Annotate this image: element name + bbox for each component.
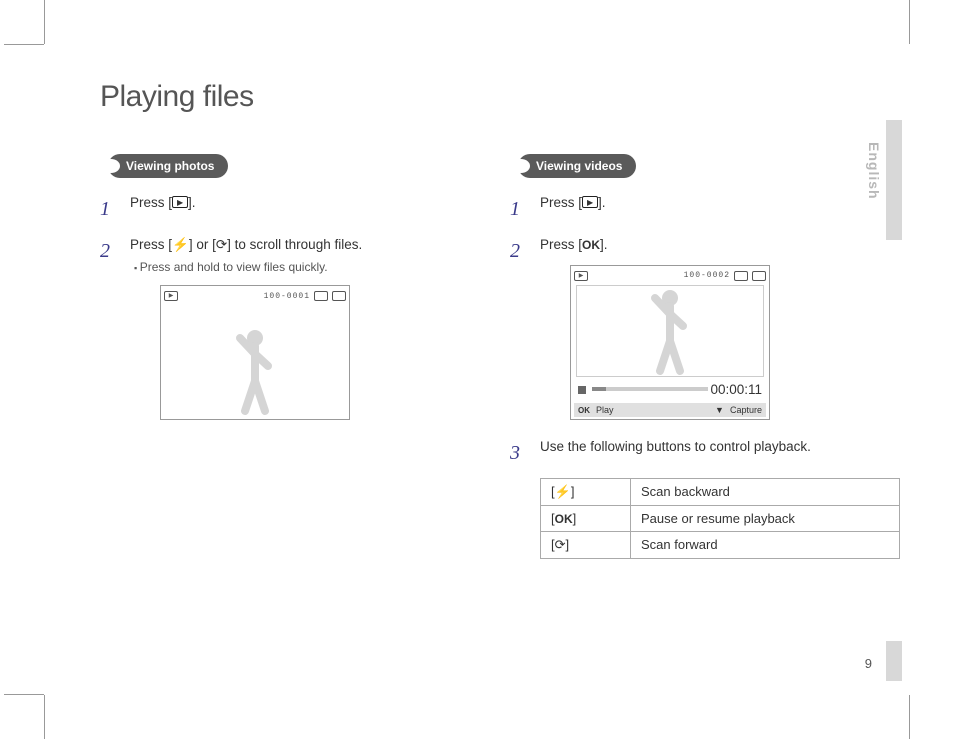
capture-label: Capture: [730, 403, 762, 418]
video-canvas: [576, 285, 764, 377]
table-row: [OK] Pause or resume playback: [541, 505, 900, 531]
step-text: Use the following buttons to control pla…: [540, 436, 811, 470]
table-cell-val: Pause or resume playback: [631, 505, 900, 531]
play-icon: ▶: [582, 196, 598, 208]
flash-icon: ⚡: [172, 237, 189, 252]
photos-step-2: 2 Press [⚡] or [⟳] to scroll through fil…: [100, 234, 480, 420]
file-counter: 100-0001: [264, 290, 310, 304]
step-number: 3: [510, 436, 528, 470]
mode-icon: ▶: [574, 271, 588, 281]
step-text: Press [▶].: [130, 192, 196, 226]
crop-mark: [44, 695, 45, 739]
down-icon: ▼: [715, 403, 724, 418]
crop-mark: [44, 0, 45, 44]
step-text: Press [▶].: [540, 192, 606, 226]
step-text: Press [⚡] or [⟳] to scroll through files…: [130, 234, 362, 420]
table-row: [⚡] Scan backward: [541, 478, 900, 505]
table-row: [⟳] Scan forward: [541, 531, 900, 558]
step-subtext: Press and hold to view files quickly.: [134, 257, 362, 277]
page-number: 9: [865, 656, 872, 671]
page-content: Playing files Viewing photos 1 Press [▶]…: [100, 80, 900, 559]
page-title: Playing files: [100, 80, 900, 114]
section-chip-videos: Viewing videos: [518, 154, 636, 178]
step-number: 1: [100, 192, 118, 226]
person-silhouette-icon: [645, 286, 695, 376]
videos-section: Viewing videos 1 Press [▶]. 2 Press [OK]…: [510, 154, 900, 559]
side-tab-lower: [886, 641, 902, 681]
ok-icon: OK: [582, 238, 600, 252]
timer-icon: ⟳: [555, 537, 566, 552]
table-cell-key: [OK]: [541, 505, 631, 531]
battery-icon: [752, 271, 766, 281]
step-text: Press [OK]. ▶ 100-0002: [540, 234, 770, 420]
file-counter: 100-0002: [684, 269, 730, 283]
time-display: 00:00:11: [710, 379, 762, 402]
crop-mark: [4, 44, 44, 45]
photos-step-1: 1 Press [▶].: [100, 192, 480, 226]
ok-icon: OK: [555, 512, 573, 526]
screen-topbar: ▶ 100-0002: [574, 269, 766, 283]
progress-row: 00:00:11: [574, 379, 766, 404]
photo-canvas: [164, 303, 346, 416]
table-cell-val: Scan backward: [631, 478, 900, 505]
videos-step-1: 1 Press [▶].: [510, 192, 900, 226]
screen-bottombar: OK Play ▼ Capture: [574, 403, 766, 417]
video-screen: ▶ 100-0002: [570, 265, 770, 420]
step-number: 2: [510, 234, 528, 420]
videos-step-2: 2 Press [OK]. ▶ 100-0002: [510, 234, 900, 420]
crop-mark: [909, 695, 910, 739]
battery-icon: [332, 291, 346, 301]
timer-icon: ⟳: [216, 237, 227, 252]
videos-step-3: 3 Use the following buttons to control p…: [510, 436, 900, 470]
photos-section: Viewing photos 1 Press [▶]. 2 Press [⚡] …: [100, 154, 480, 559]
photo-screen: ▶ 100-0001: [160, 285, 350, 420]
card-icon: [734, 271, 748, 281]
card-icon: [314, 291, 328, 301]
crop-mark: [909, 0, 910, 44]
controls-table: [⚡] Scan backward [OK] Pause or resume p…: [540, 478, 900, 559]
table-cell-val: Scan forward: [631, 531, 900, 558]
screen-topbar: ▶ 100-0001: [164, 289, 346, 303]
table-cell-key: [⟳]: [541, 531, 631, 558]
flash-icon: ⚡: [555, 484, 571, 499]
section-chip-photos: Viewing photos: [108, 154, 228, 178]
play-label: Play: [596, 403, 614, 418]
stop-icon: [578, 386, 586, 394]
mode-icon: ▶: [164, 291, 178, 301]
play-icon: ▶: [172, 196, 188, 208]
progress-bar: [592, 387, 708, 391]
ok-icon: OK: [578, 404, 590, 418]
person-silhouette-icon: [230, 326, 280, 416]
step-number: 2: [100, 234, 118, 420]
table-cell-key: [⚡]: [541, 478, 631, 505]
step-number: 1: [510, 192, 528, 226]
crop-mark: [4, 694, 44, 695]
